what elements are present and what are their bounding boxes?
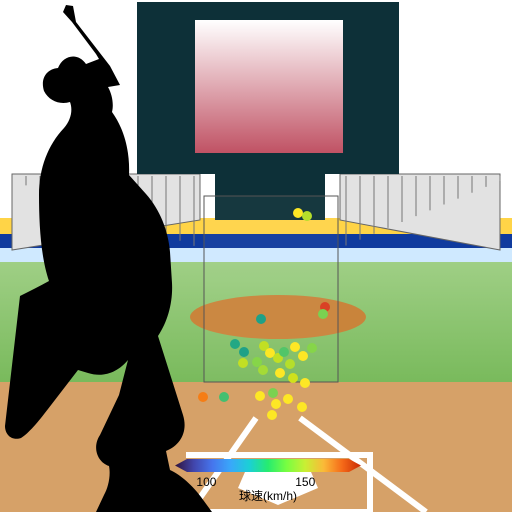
pitch-point (283, 394, 293, 404)
pitch-point (300, 378, 310, 388)
pitch-point (285, 359, 295, 369)
pitch-point (256, 314, 266, 324)
pitch-point (318, 309, 328, 319)
legend-colorbar (175, 459, 361, 472)
pitch-point (271, 399, 281, 409)
pitch-point (255, 391, 265, 401)
pitch-point (275, 368, 285, 378)
legend-tick-label: 100 (196, 475, 216, 489)
pitch-point (219, 392, 229, 402)
pitch-point (230, 339, 240, 349)
pitch-point (293, 208, 303, 218)
pitch-point (238, 358, 248, 368)
pitch-point (288, 373, 298, 383)
pitch-point (290, 342, 300, 352)
pitch-point (279, 347, 289, 357)
pitch-point (267, 410, 277, 420)
legend-tick-label: 150 (295, 475, 315, 489)
pitch-point (297, 402, 307, 412)
pitch-point (252, 357, 262, 367)
pitch-point (302, 211, 312, 221)
pitch-point (198, 392, 208, 402)
legend-axis-label: 球速(km/h) (239, 489, 297, 503)
pitch-point (298, 351, 308, 361)
pitch-point (268, 388, 278, 398)
pitch-point (239, 347, 249, 357)
pitch-point (307, 343, 317, 353)
pitch-point (258, 365, 268, 375)
scoreboard-screen (195, 20, 343, 153)
pitch-location-chart: 100 150球速(km/h) (0, 0, 512, 512)
